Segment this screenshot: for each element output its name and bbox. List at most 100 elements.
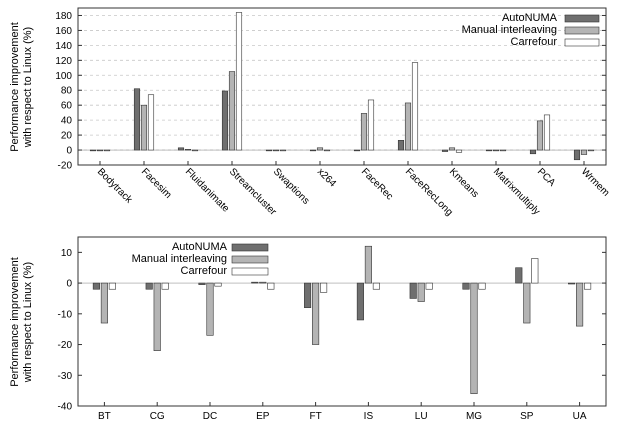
y-axis-label-bottom-line1: Performance improvement: [9, 257, 21, 387]
y-axis-label-top-line2: with respect to Linux (%): [22, 27, 34, 148]
y-tick-label: 0: [66, 279, 72, 290]
bar-autonuma-x264: [309, 149, 317, 152]
bar-manual-interleaving-facesim: [140, 104, 148, 151]
plot-frame-bottom: [77, 236, 607, 407]
bar-carrefour-dc: [214, 282, 222, 287]
y-tick-label: 140: [55, 41, 72, 52]
legend-swatch-autonuma: [231, 243, 269, 252]
y-tick-label: -20: [58, 161, 73, 172]
bar-carrefour-facerec: [367, 99, 375, 151]
bar-carrefour-matrixmultiply: [499, 149, 507, 152]
bar-autonuma-kmeans: [441, 149, 449, 152]
bar-carrefour-wrmem: [587, 149, 595, 152]
bars-top: [89, 12, 595, 161]
y-tick-label: 180: [55, 11, 72, 22]
legend-swatch-autonuma: [564, 14, 600, 23]
x-tick-label-cg: CG: [150, 411, 165, 422]
bar-carrefour-streamcluster: [235, 12, 243, 151]
bars-bottom: [92, 245, 592, 395]
y-tick-label: 20: [61, 131, 73, 142]
x-tick-label-mg: MG: [466, 411, 482, 422]
y-tick-label: -10: [58, 309, 73, 320]
x-tick-label-fluidanimate: Fluidanimate: [183, 166, 232, 215]
bar-autonuma-is: [356, 282, 364, 321]
chart-bottom: -40 -30 -20 -10 0 10 BT CG DC EP FT IS LU MG SP UA Per…: [9, 236, 607, 422]
x-tick-label-lu: LU: [415, 411, 428, 422]
legend-label-autonuma: AutoNUMA: [502, 12, 558, 24]
bar-autonuma-swaptions: [265, 149, 273, 152]
bar-carrefour-facesim: [147, 94, 155, 151]
bar-autonuma-bodytrack: [89, 149, 97, 152]
bar-autonuma-fluidanimate: [177, 147, 185, 151]
bar-autonuma-lu: [409, 282, 417, 299]
bar-carrefour-ep: [267, 282, 275, 290]
x-tick-label-bt: BT: [98, 411, 111, 422]
bar-carrefour-is: [372, 282, 380, 290]
y-tick-label: 160: [55, 26, 72, 37]
legend-swatch-manual-interleaving: [564, 26, 600, 35]
x-tick-label-ep: EP: [256, 411, 270, 422]
bar-manual-interleaving-swaptions: [272, 149, 280, 152]
bar-carrefour-bt: [108, 282, 116, 290]
bar-carrefour-swaptions: [279, 149, 287, 152]
x-tick-label-facesim: Facesim: [139, 166, 174, 201]
legend-label-autonuma: AutoNUMA: [172, 241, 228, 253]
legend-label-manual-interleaving: Manual interleaving: [462, 24, 557, 36]
y-tick-label: 0: [66, 146, 72, 157]
legend-swatch-manual-interleaving: [231, 255, 269, 264]
bar-manual-interleaving-sp: [523, 282, 531, 324]
bar-carrefour-kmeans: [455, 149, 463, 153]
bar-manual-interleaving-mg: [470, 282, 478, 395]
bar-manual-interleaving-fluidanimate: [184, 149, 192, 151]
y-tick-label: -20: [58, 340, 73, 351]
x-tick-label-pca: PCA: [535, 166, 558, 189]
bar-manual-interleaving-x264: [316, 147, 324, 151]
bar-manual-interleaving-is: [364, 245, 372, 284]
bar-manual-interleaving-dc: [206, 282, 214, 336]
x-tick-label-kmeans: Kmeans: [447, 166, 481, 200]
bar-manual-interleaving-lu: [417, 282, 425, 302]
x-tick-label-is: IS: [364, 411, 374, 422]
bar-autonuma-mg: [462, 282, 470, 290]
bar-manual-interleaving-matrixmultiply: [492, 149, 500, 152]
bar-autonuma-ua: [568, 282, 576, 285]
bar-autonuma-wrmem: [573, 149, 581, 161]
bar-manual-interleaving-kmeans: [448, 147, 456, 151]
x-tick-label-x264: x264: [315, 166, 338, 189]
bar-manual-interleaving-facerec: [360, 113, 368, 151]
y-ticks-top: -20 0 20 40 60 80 100 120 140 160 180: [55, 11, 606, 172]
x-tick-labels-bottom: BT CG DC EP FT IS LU MG SP UA: [98, 402, 587, 422]
legend-label-carrefour: Carrefour: [181, 265, 228, 277]
bar-carrefour-sp: [531, 258, 539, 284]
bar-autonuma-bt: [92, 282, 100, 290]
bar-autonuma-facerec: [353, 149, 361, 152]
bar-carrefour-fluidanimate: [191, 149, 199, 152]
bar-carrefour-facereclong: [411, 62, 419, 151]
bar-autonuma-matrixmultiply: [485, 149, 493, 152]
y-tick-label: 40: [61, 116, 73, 127]
bar-manual-interleaving-pca: [536, 120, 544, 151]
bar-autonuma-dc: [198, 282, 206, 285]
legend-swatch-carrefour: [564, 38, 600, 47]
y-tick-label: 100: [55, 71, 72, 82]
bar-autonuma-facereclong: [397, 140, 405, 151]
x-tick-label-matrixmultiply: Matrixmultiply: [491, 166, 542, 217]
bar-autonuma-ep: [251, 281, 259, 284]
bar-manual-interleaving-bt: [100, 282, 108, 324]
bar-manual-interleaving-ft: [312, 282, 320, 345]
bar-carrefour-cg: [161, 282, 169, 290]
x-tick-label-bodytrack: Bodytrack: [95, 166, 135, 206]
y-axis-label-bottom-line2: with respect to Linux (%): [22, 262, 34, 383]
bar-manual-interleaving-cg: [153, 282, 161, 351]
plot-frame-top: [77, 7, 607, 166]
bar-manual-interleaving-streamcluster: [228, 71, 236, 151]
y-tick-label: 10: [61, 248, 73, 259]
bar-autonuma-pca: [529, 149, 537, 155]
y-tick-label: 120: [55, 56, 72, 67]
x-tick-label-dc: DC: [203, 411, 217, 422]
bar-autonuma-cg: [145, 282, 153, 290]
y-tick-label: -40: [58, 402, 73, 413]
